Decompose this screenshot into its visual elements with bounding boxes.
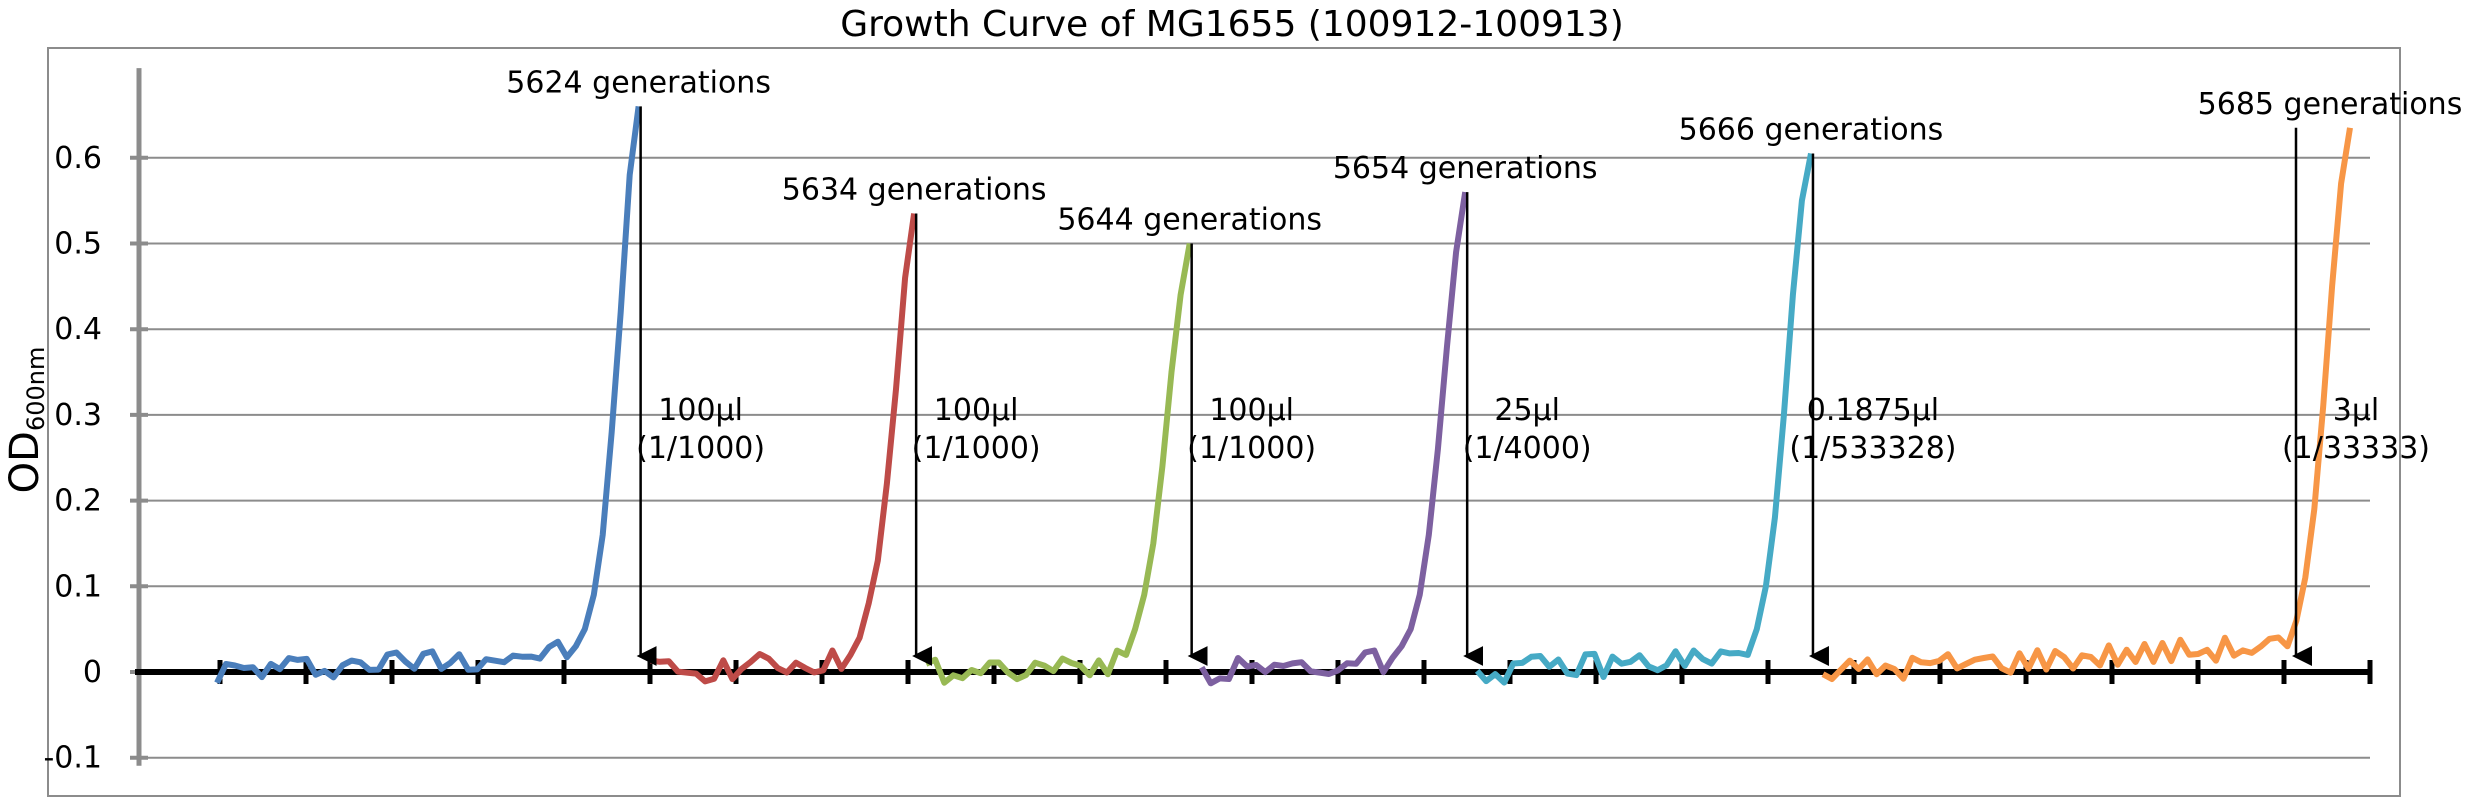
dilution-label: (1/1000) [912, 431, 1041, 466]
generation-label: 5624 generations [506, 65, 771, 100]
generation-label: 5654 generations [1333, 151, 1598, 186]
y-axis-label-main: OD [2, 431, 48, 493]
dilution-label: (1/4000) [1463, 431, 1592, 466]
growth-series-4 [1199, 191, 1469, 687]
growth-series-6 [1821, 127, 2353, 682]
inoculum-label: 100μl [1209, 393, 1294, 428]
y-tick-label: -0.1 [43, 741, 102, 776]
y-tick-label: 0.3 [54, 398, 102, 433]
inoculum-label: 100μl [934, 393, 1019, 428]
generation-label: 5634 generations [782, 173, 1047, 208]
generation-label: 5685 generations [2198, 87, 2463, 122]
inoculum-label: 0.1875μl [1807, 393, 1939, 428]
y-tick-label: 0.2 [54, 484, 102, 519]
dilution-label: (1/533328) [1789, 431, 1956, 466]
y-axis-label-subscript: 600nm [22, 347, 50, 431]
series-layer [214, 106, 2353, 687]
growth-series-1 [214, 106, 642, 685]
dilution-label: (1/1000) [636, 431, 765, 466]
inoculum-label: 3μl [2333, 393, 2380, 428]
axis-layer: -0.1 0 0.1 0.2 0.3 0.4 0.5 0.6 [43, 68, 2373, 776]
growth-series-2 [650, 213, 918, 685]
growth-series-5 [1474, 152, 1814, 686]
y-axis-label: OD600nm [2, 347, 50, 494]
chart-title: Growth Curve of MG1655 (100912-100913) [840, 4, 1624, 45]
generation-label: 5644 generations [1057, 203, 1322, 238]
grid-layer [135, 156, 2370, 759]
inoculum-label: 100μl [658, 393, 743, 428]
generation-label: 5666 generations [1679, 113, 1944, 148]
inoculum-label: 25μl [1494, 393, 1560, 428]
y-tick-label: 0.1 [54, 569, 102, 604]
y-tick-label: 0 [83, 655, 102, 690]
y-tick-label: 0.4 [54, 312, 102, 347]
y-tick-label: 0.5 [54, 227, 102, 262]
y-tick-label: 0.6 [54, 141, 102, 176]
dilution-label: (1/1000) [1187, 431, 1316, 466]
growth-series-3 [924, 242, 1193, 686]
dilution-label: (1/33333) [2282, 431, 2430, 466]
